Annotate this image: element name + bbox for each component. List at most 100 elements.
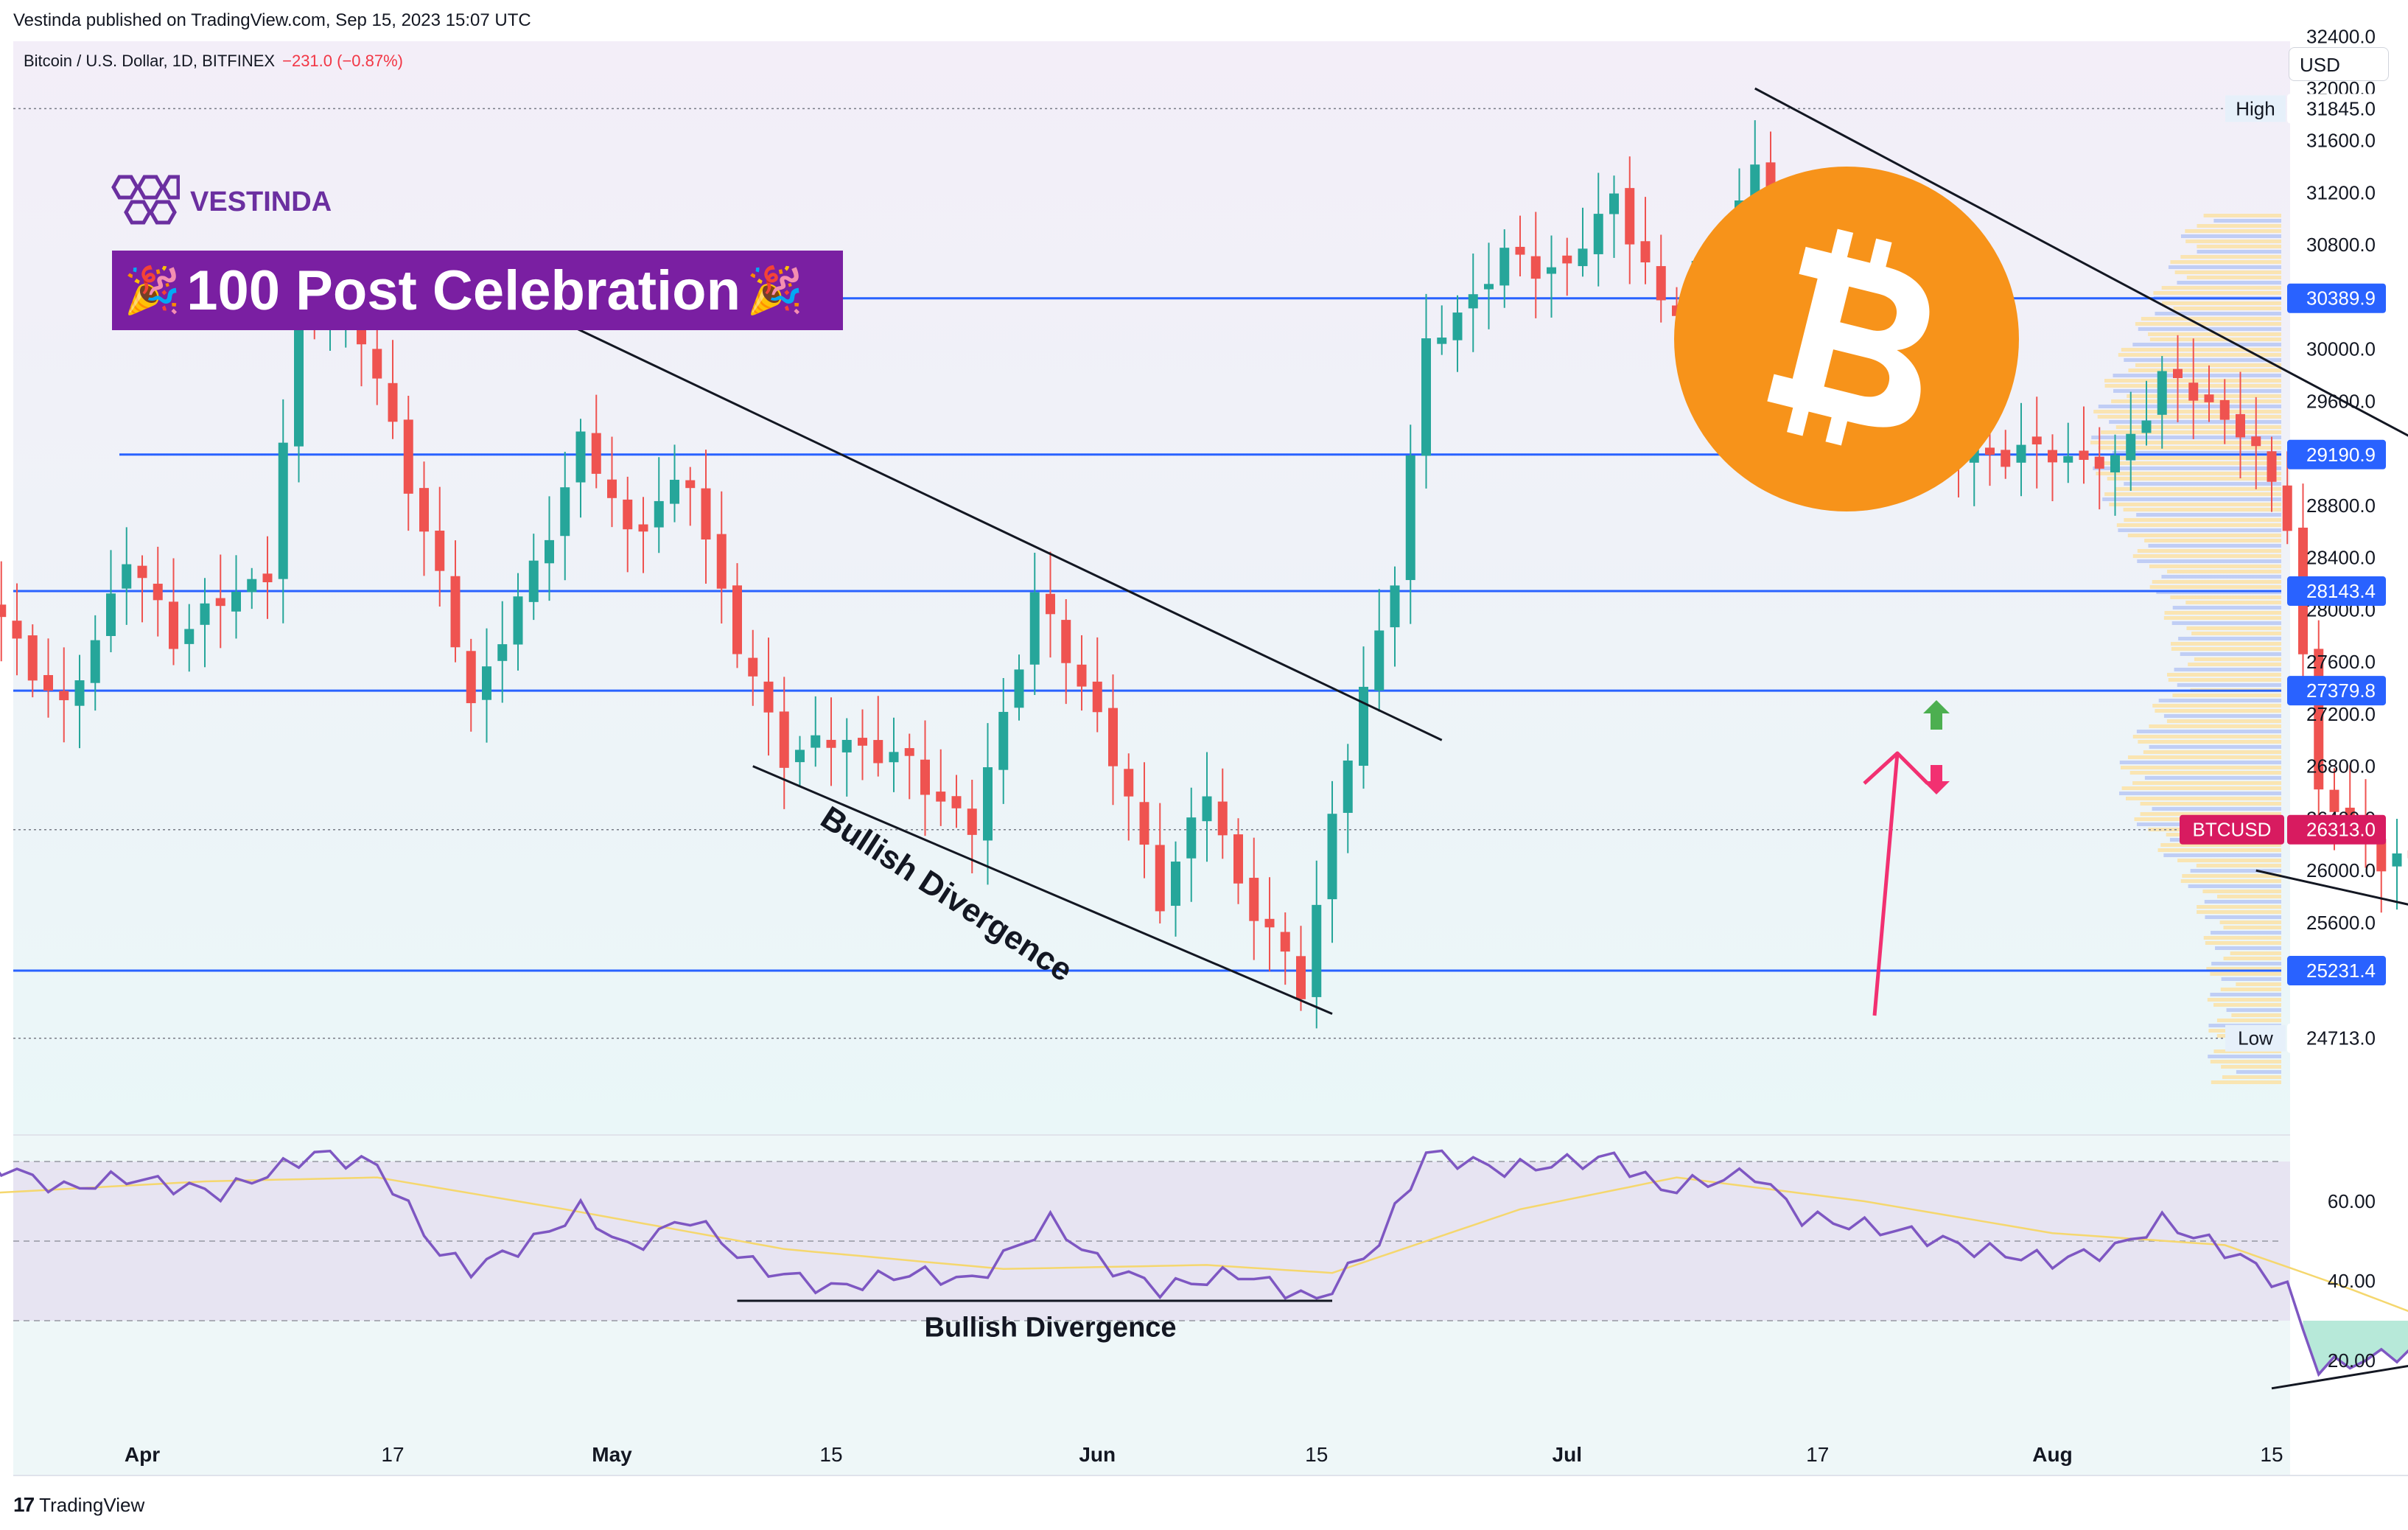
volume-profile-bar	[2188, 663, 2281, 666]
volume-profile-bar	[2180, 879, 2281, 883]
party-popper-icon: 🎉	[746, 265, 804, 316]
publisher-credit: Vestinda published on TradingView.com, S…	[13, 10, 531, 30]
low-value: 24713.0	[2306, 1027, 2376, 1049]
candle-body	[1640, 241, 1651, 263]
volume-profile-bar	[2149, 745, 2281, 749]
level-tag	[2287, 439, 2386, 469]
volume-profile-bar	[2236, 982, 2281, 986]
volume-profile-bar	[2161, 575, 2281, 579]
volume-profile-bar	[2203, 214, 2281, 217]
volume-profile-bar	[2174, 270, 2281, 274]
candle-body	[1233, 834, 1243, 884]
candle-body	[2079, 450, 2089, 460]
volume-profile-bar	[2180, 234, 2281, 238]
volume-profile-bar	[2197, 224, 2281, 228]
volume-profile-bar	[2104, 492, 2281, 496]
volume-profile-bar	[2171, 647, 2281, 651]
volume-profile-bar	[2213, 1003, 2281, 1007]
candle-body	[1547, 267, 1556, 274]
volume-profile-bar	[2143, 750, 2281, 754]
currency-selector[interactable]: USD	[2289, 47, 2389, 81]
candle-body	[2126, 433, 2136, 461]
candle-body	[0, 604, 7, 618]
candle-body	[967, 808, 977, 835]
party-popper-icon: 🎉	[124, 265, 181, 316]
tradingview-logo-icon: 17	[13, 1493, 35, 1516]
tradingview-footer[interactable]: 17 TradingView	[13, 1493, 144, 1517]
volume-profile-bar	[2121, 348, 2281, 352]
volume-profile-bar	[2221, 1065, 2281, 1069]
volume-profile-bar	[2153, 291, 2281, 295]
candle-body	[1468, 294, 1478, 309]
volume-profile-bar	[2161, 286, 2281, 290]
volume-profile-bar	[2118, 528, 2281, 532]
candle-body	[1186, 817, 1197, 859]
candle-body	[2173, 368, 2183, 379]
candle-body	[153, 584, 163, 601]
candle-body	[2219, 399, 2230, 420]
volume-profile-bar	[2127, 394, 2281, 398]
candle-body	[1155, 845, 1165, 912]
candle-body	[294, 310, 304, 447]
price-tick-label: 28400.0	[2306, 547, 2376, 569]
symbol-tag-label: BTCUSD	[2193, 819, 2272, 841]
candle-body	[90, 640, 100, 683]
volume-profile-bar	[2149, 585, 2281, 589]
volume-profile-bar	[2204, 900, 2281, 904]
candle-body	[1092, 681, 1102, 713]
volume-profile-bar	[2128, 368, 2281, 372]
candle-body	[482, 666, 491, 700]
volume-profile-bar	[2132, 343, 2281, 346]
candle-body	[2063, 455, 2073, 463]
volume-profile-bar	[2210, 972, 2281, 976]
volume-profile-bar	[2144, 776, 2281, 780]
time-tick-label: 15	[819, 1443, 842, 1466]
symbol-legend[interactable]: Bitcoin / U.S. Dollar, 1D, BITFINEX −231.…	[24, 52, 403, 71]
price-tick-label: 27200.0	[2306, 703, 2376, 725]
volume-profile-bar	[2186, 626, 2281, 630]
candle-body	[2016, 444, 2026, 463]
volume-profile-bar	[2172, 694, 2281, 697]
trendlines	[455, 87, 2408, 1016]
time-tick-label: 17	[1806, 1443, 1829, 1466]
price-tick-label: 30800.0	[2306, 234, 2376, 256]
volume-profile-bar	[2223, 957, 2281, 960]
candle-body	[2141, 420, 2152, 433]
level-value: 28143.4	[2306, 580, 2376, 602]
volume-profile-bar	[2174, 668, 2281, 671]
volume-profile-bar	[2170, 595, 2281, 599]
candle-body	[2094, 456, 2104, 469]
time-tick-label: Apr	[125, 1443, 160, 1466]
volume-profile-bar	[2211, 962, 2281, 965]
volume-profile-bar	[2208, 1055, 2281, 1058]
volume-profile-bar	[2149, 724, 2281, 728]
rsi-tick-label: 60.00	[2328, 1190, 2376, 1212]
volume-profile-bar	[2164, 611, 2281, 615]
level-tag	[2287, 676, 2386, 706]
volume-profile-bar	[2127, 755, 2281, 759]
high-tag	[2287, 94, 2386, 124]
trendline	[1754, 87, 2408, 437]
up-arrow-icon	[1923, 700, 1950, 730]
volume-profile-bar	[2129, 771, 2281, 775]
volume-profile-bar	[2186, 276, 2281, 279]
volume-profile-bar	[2206, 967, 2281, 971]
candle-body	[670, 480, 679, 504]
candle-body	[1202, 796, 1212, 822]
candle-body	[1046, 593, 1055, 615]
rsi-ma-line	[0, 1176, 2408, 1313]
volume-profile-bar	[2132, 735, 2281, 738]
volume-profile-bar	[2114, 487, 2281, 491]
volume-profile-bar	[2197, 905, 2281, 909]
candle-body	[27, 635, 38, 681]
volume-profile-bar	[2136, 730, 2281, 733]
candle-body	[811, 735, 821, 748]
volume-profile-bar	[2177, 683, 2281, 687]
volume-profile-bar	[2138, 740, 2281, 744]
candle-body	[2188, 382, 2199, 401]
high-label-bg	[2225, 95, 2286, 122]
rsi-divergence-label: Bullish Divergence	[924, 1313, 1176, 1344]
time-tick-label: Aug	[2032, 1443, 2072, 1466]
volume-profile-bar	[2116, 523, 2281, 527]
